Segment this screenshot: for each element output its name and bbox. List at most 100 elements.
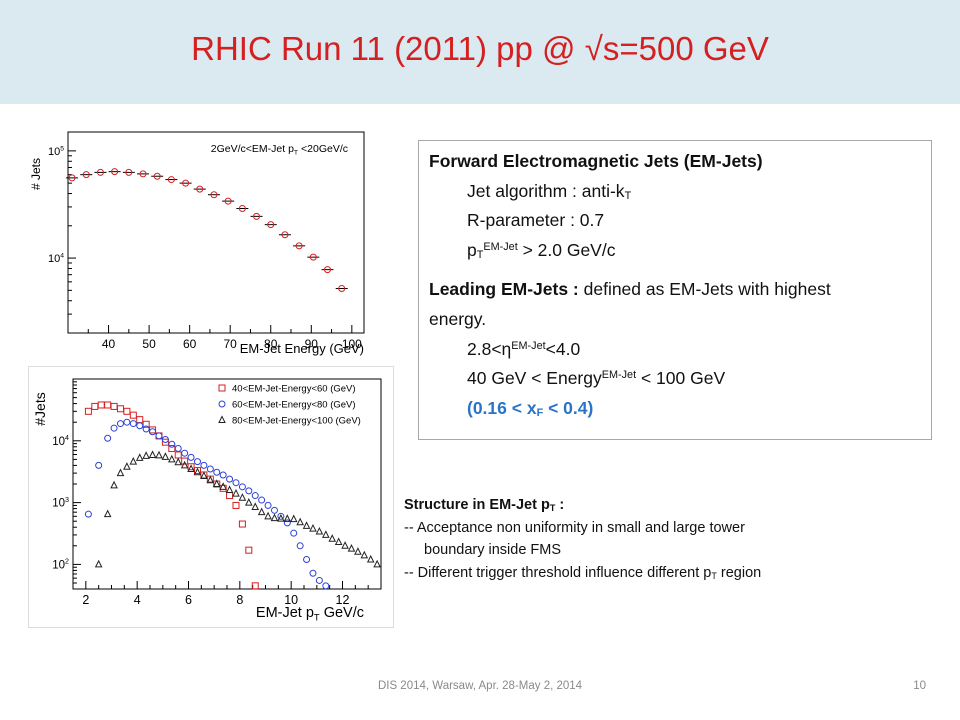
footer-text: DIS 2014, Warsaw, Apr. 28-May 2, 2014 bbox=[377, 680, 583, 692]
data-point bbox=[174, 445, 182, 453]
data-point bbox=[136, 416, 144, 424]
energy-range-line: 40 GeV < EnergyEM-Jet < 100 GeV bbox=[467, 368, 726, 389]
series bbox=[84, 418, 330, 590]
x-tick-label: 100 bbox=[342, 337, 362, 351]
data-point bbox=[238, 493, 247, 501]
data-point bbox=[226, 492, 234, 500]
energy-distribution-chart: 40 50 60 70 80 90 100 104 105 EM-Jet Energy (GeV)… bbox=[26, 124, 374, 362]
data-point bbox=[270, 506, 278, 514]
data-point bbox=[84, 510, 92, 518]
x-axis-label: EM-Jet pT GeV/c bbox=[256, 605, 364, 623]
pt-chart-svg: 2 4 6 8 10 12 102 103 104 EM-Jet pT GeV/c #Jets 40<… bbox=[32, 378, 382, 623]
data-point bbox=[196, 185, 204, 193]
eta-range-line: 2.8<ηEM-Jet<4.0 bbox=[467, 338, 581, 359]
data-point bbox=[309, 523, 317, 532]
data-point bbox=[116, 468, 125, 477]
y-axis-label: # Jets bbox=[29, 158, 43, 190]
data-point bbox=[148, 450, 157, 458]
data-point bbox=[251, 492, 259, 500]
data-point bbox=[226, 475, 234, 483]
data-point bbox=[123, 407, 131, 415]
data-point bbox=[245, 487, 253, 495]
data-point bbox=[289, 514, 298, 523]
data-point bbox=[187, 464, 195, 472]
data-point bbox=[373, 559, 381, 568]
x-tick-label: 2 bbox=[82, 593, 89, 607]
data-point bbox=[129, 457, 138, 465]
pt-distribution-chart: 2 4 6 8 10 12 102 103 104 EM-Jet pT GeV/c #Jets 40<… bbox=[28, 366, 394, 628]
xf-range-line: (0.16 < xF < 0.4) bbox=[467, 397, 594, 419]
r-parameter-line: R-parameter : 0.7 bbox=[467, 210, 605, 231]
leading-em-jets-continuation: energy. bbox=[429, 308, 487, 329]
data-point bbox=[123, 418, 131, 426]
data-point bbox=[181, 449, 189, 457]
data-point bbox=[161, 452, 170, 460]
data-point bbox=[155, 432, 163, 440]
data-point bbox=[238, 483, 246, 491]
data-point bbox=[206, 475, 215, 484]
plot-frame bbox=[72, 378, 382, 590]
data-point bbox=[232, 479, 240, 487]
data-point bbox=[245, 546, 253, 554]
data-point bbox=[296, 517, 304, 526]
data-point bbox=[95, 461, 103, 469]
data-point bbox=[104, 434, 112, 442]
em-jets-definition-box: Forward Electromagnetic Jets (EM-Jets) J… bbox=[418, 140, 932, 440]
data-point bbox=[174, 457, 183, 466]
data-point bbox=[309, 569, 317, 577]
data-point bbox=[315, 526, 324, 535]
infobox-heading: Forward Electromagnetic Jets (EM-Jets) bbox=[429, 151, 763, 171]
y-tick-label: 105 bbox=[48, 145, 64, 158]
data-point bbox=[245, 497, 253, 506]
data-point bbox=[324, 266, 332, 274]
legend-marker bbox=[218, 400, 226, 408]
data-point bbox=[232, 488, 240, 497]
data-point bbox=[302, 521, 311, 529]
x-tick-label: 4 bbox=[134, 593, 141, 607]
x-tick-label: 40 bbox=[102, 337, 116, 351]
data-point bbox=[180, 460, 189, 469]
data-point bbox=[334, 537, 343, 546]
data-point bbox=[338, 285, 346, 293]
data-point bbox=[111, 168, 119, 176]
data-point bbox=[153, 172, 161, 180]
x-tick-label: 8 bbox=[236, 593, 243, 607]
slide-title: RHIC Run 11 (2011) pp @ √s=500 GeV bbox=[191, 30, 769, 67]
data-point bbox=[267, 221, 275, 229]
legend-label: 60<EM-Jet-Energy<80 (GeV) bbox=[232, 400, 356, 411]
energy-chart-svg: 40 50 60 70 80 90 100 104 105 EM-Jet Energy (GeV)… bbox=[29, 131, 365, 356]
leading-em-jets-line: Leading EM-Jets : defined as EM-Jets wit… bbox=[429, 279, 831, 300]
chart-annotation: 2GeV/c<EM-Jet pT <20GeV/c bbox=[211, 143, 348, 157]
data-point bbox=[277, 514, 285, 522]
data-point bbox=[142, 451, 150, 459]
legend-marker bbox=[218, 415, 226, 423]
data-point bbox=[281, 231, 289, 239]
data-point bbox=[193, 458, 201, 466]
data-point bbox=[110, 424, 118, 432]
data-point bbox=[251, 582, 259, 590]
title-banner bbox=[0, 0, 960, 104]
axes bbox=[73, 381, 369, 589]
x-tick-label: 50 bbox=[142, 337, 156, 351]
legend: 40<EM-Jet-Energy<60 (GeV) 60<EM-Jet-Energ… bbox=[218, 384, 361, 427]
x-axis-label: EM-Jet Energy (GeV) bbox=[240, 341, 364, 356]
data-point bbox=[142, 420, 150, 428]
x-tick-label: 90 bbox=[305, 337, 319, 351]
data-point bbox=[149, 426, 157, 434]
x-tick-label: 12 bbox=[336, 593, 350, 607]
data-point bbox=[347, 544, 356, 552]
x-tick-label: 10 bbox=[284, 593, 298, 607]
structure-note-acceptance: -- Acceptance non uniformity in small an… bbox=[404, 519, 745, 536]
data-point bbox=[257, 507, 266, 516]
data-point bbox=[110, 402, 118, 410]
y-tick-label: 102 bbox=[52, 558, 69, 572]
data-point bbox=[253, 212, 261, 220]
data-point bbox=[277, 512, 285, 520]
data-point bbox=[303, 556, 311, 564]
data-point bbox=[149, 428, 157, 436]
data-point bbox=[161, 438, 169, 446]
data-point bbox=[187, 453, 195, 461]
data-point bbox=[82, 171, 90, 179]
legend-label: 80<EM-Jet-Energy<100 (GeV) bbox=[232, 416, 361, 427]
data-point bbox=[181, 457, 189, 465]
